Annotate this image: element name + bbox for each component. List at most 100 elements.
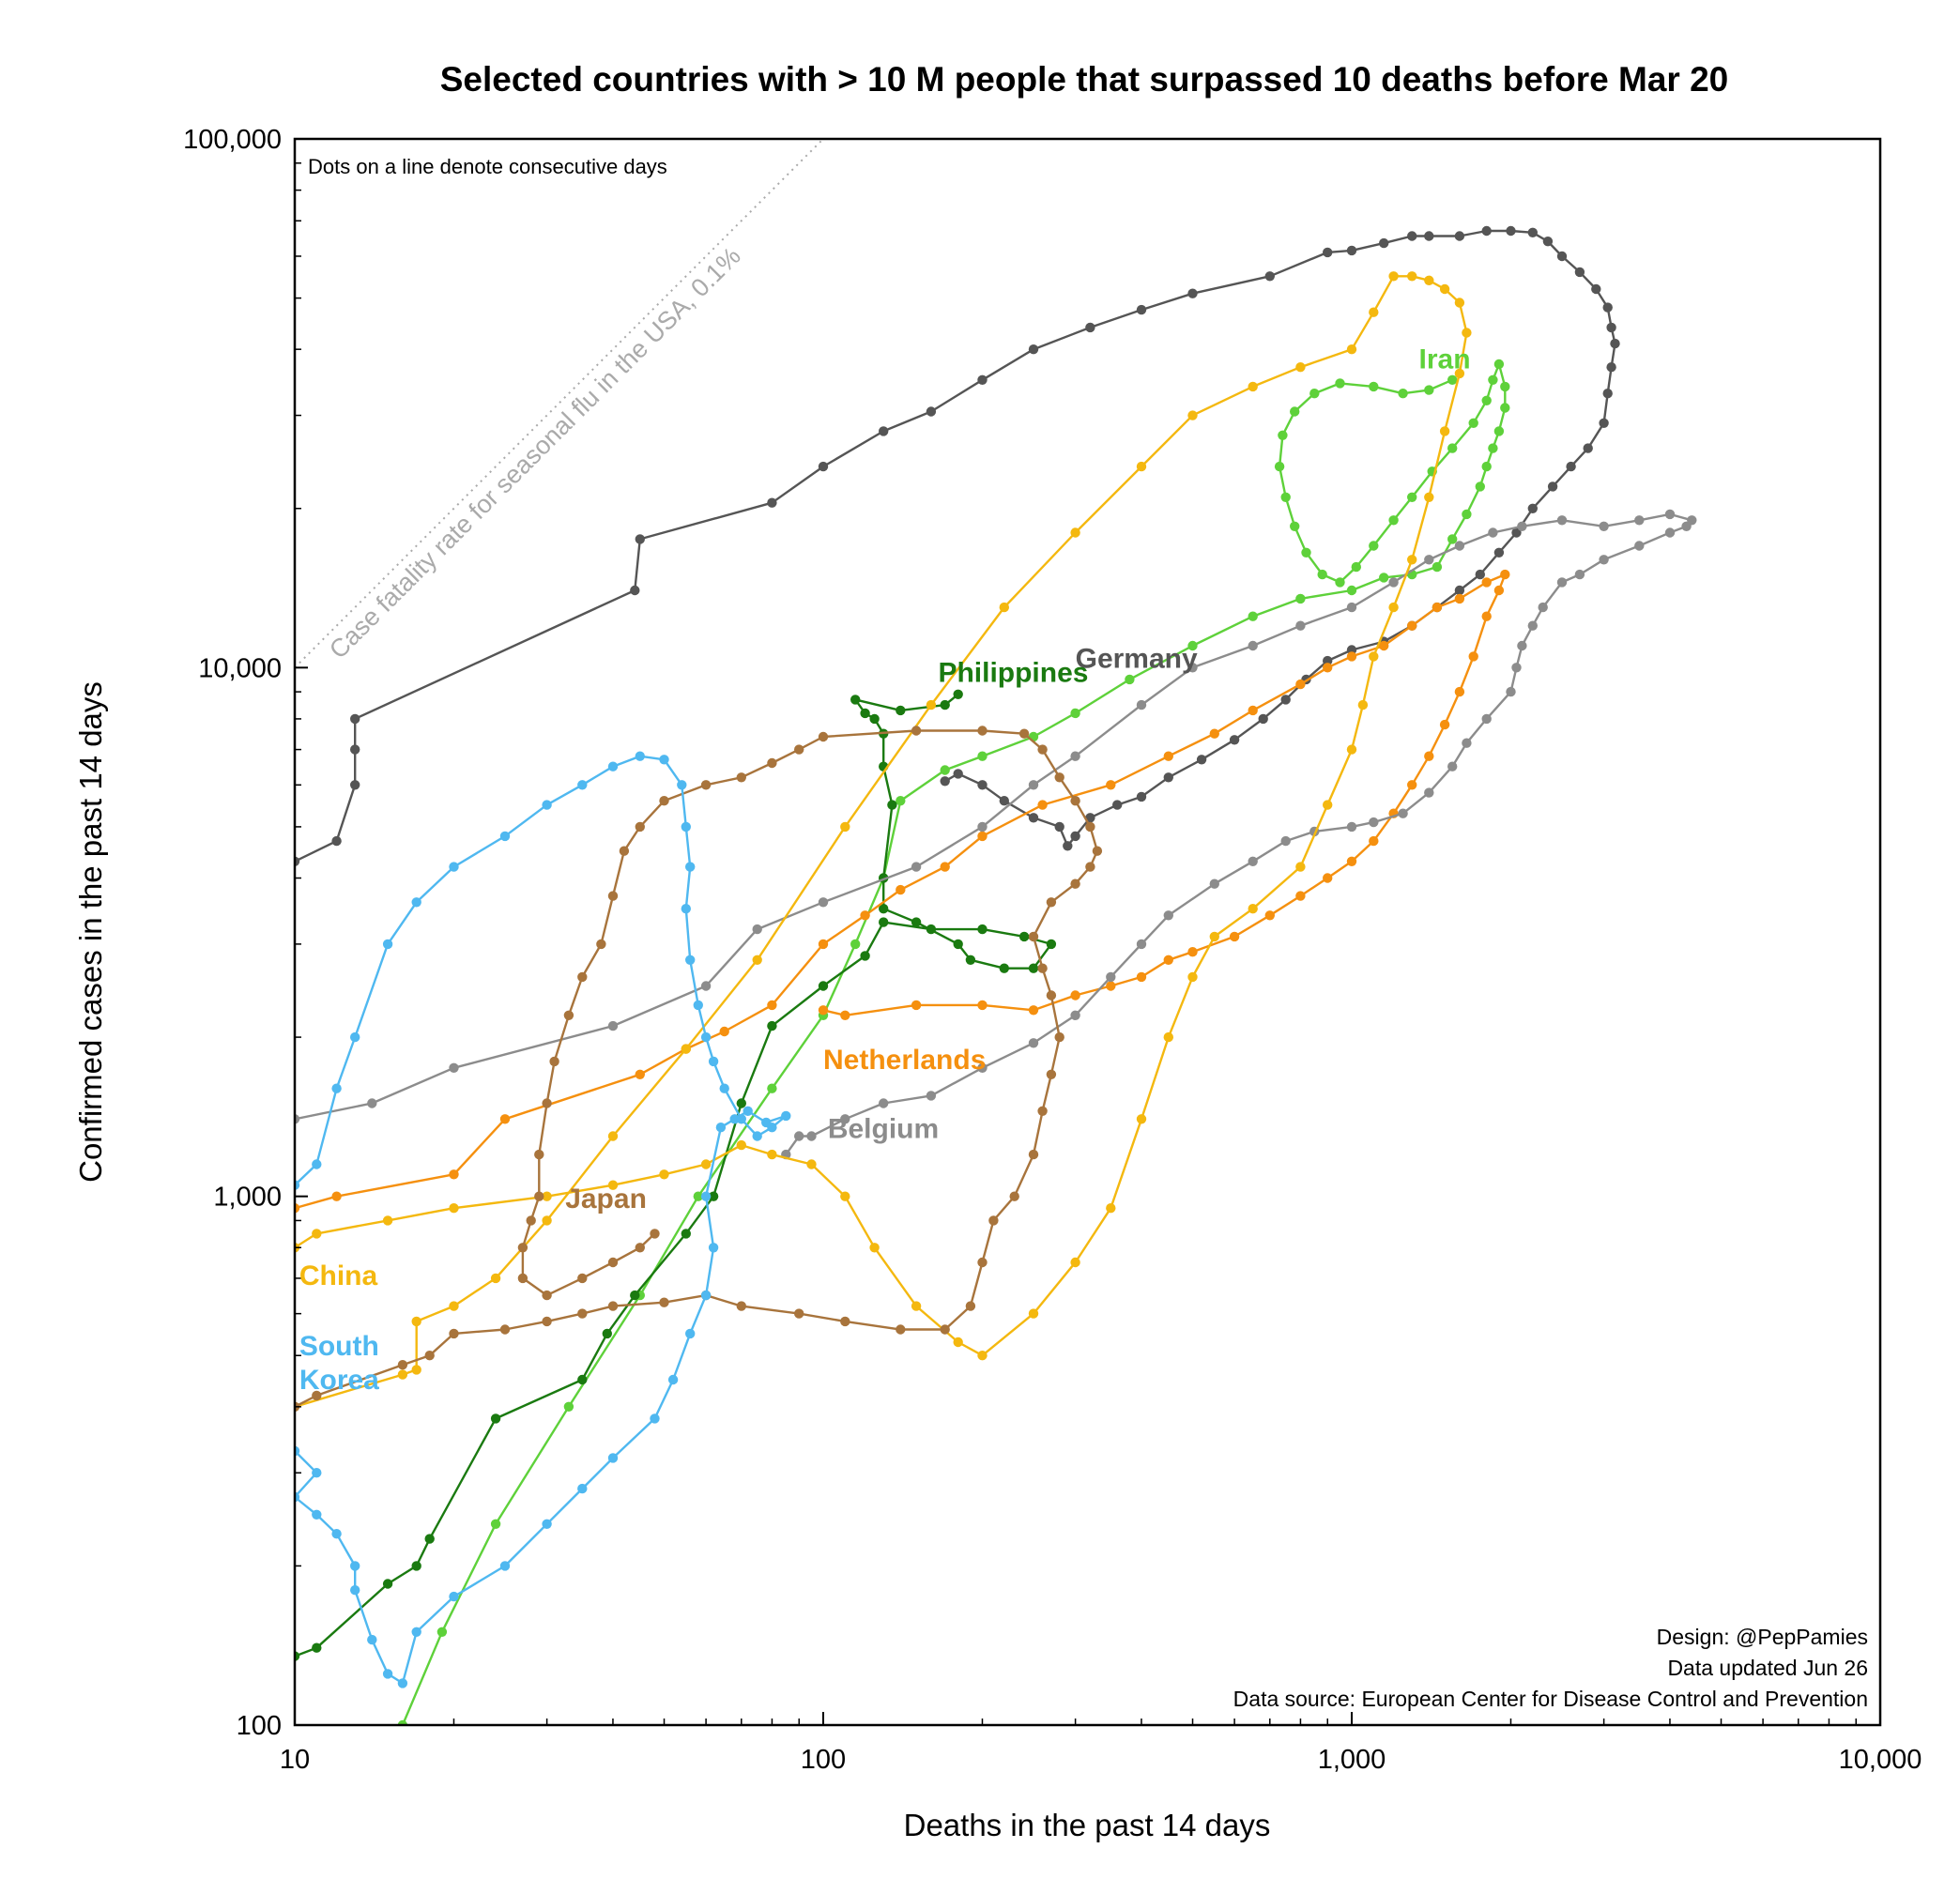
point-china-38: [1407, 271, 1417, 282]
point-belgium-51: [1070, 1010, 1080, 1021]
series-line-south-korea: [295, 755, 788, 1685]
point-south-korea-15: [685, 862, 696, 872]
point-japan-21: [1037, 1106, 1048, 1117]
point-south-korea-46: [350, 1561, 360, 1571]
point-japan-37: [911, 726, 922, 736]
point-south-korea-16: [681, 904, 691, 914]
point-germany-29: [1591, 283, 1601, 295]
point-japan-41: [736, 772, 746, 783]
point-germany-63: [977, 780, 988, 790]
point-germany-50: [1280, 695, 1291, 705]
point-germany-34: [1602, 389, 1613, 399]
point-belgium-34: [1517, 640, 1527, 651]
point-netherlands-4: [635, 1069, 645, 1080]
point-iran-19: [1346, 585, 1357, 596]
point-belgium-56: [840, 1114, 850, 1124]
x-tick-label-0: 10: [280, 1745, 310, 1775]
point-netherlands-13: [1037, 800, 1048, 810]
point-china-32: [1439, 426, 1450, 436]
point-netherlands-39: [1264, 910, 1276, 921]
point-belgium-42: [1369, 817, 1379, 828]
point-china-51: [681, 1044, 691, 1054]
point-china-1: [312, 1229, 322, 1239]
point-netherlands-29: [1468, 651, 1478, 662]
point-germany-51: [1258, 713, 1268, 725]
point-germany-65: [940, 776, 950, 787]
point-south-korea-0: [295, 1180, 300, 1190]
point-iran-45: [1280, 492, 1291, 502]
y-axis-title: Confirmed cases in the past 14 days: [73, 681, 108, 1183]
x-tick-label-2: 1,000: [1318, 1745, 1386, 1775]
point-japan-27: [1046, 897, 1057, 908]
x-axis-title: Deaths in the past 14 days: [904, 1808, 1271, 1842]
point-netherlands-32: [1424, 751, 1434, 761]
point-germany-36: [1583, 443, 1593, 453]
point-china-2: [382, 1215, 393, 1226]
point-netherlands-27: [1493, 585, 1505, 596]
point-iran-26: [1481, 461, 1492, 472]
point-south-korea-38: [542, 1519, 552, 1530]
point-south-korea-48: [312, 1509, 322, 1520]
point-china-6: [659, 1169, 669, 1180]
point-south-korea-1: [312, 1159, 322, 1169]
point-netherlands-50: [818, 1005, 829, 1016]
point-germany-54: [1163, 772, 1174, 783]
point-south-korea-28: [729, 1114, 740, 1124]
series-line-germany: [295, 229, 1616, 863]
point-south-korea-49: [295, 1491, 300, 1503]
point-philippines-27: [887, 800, 897, 810]
point-china-34: [1462, 328, 1472, 338]
point-netherlands-22: [1407, 620, 1417, 631]
point-japan-36: [977, 726, 988, 736]
point-china-56: [411, 1316, 421, 1327]
point-iran-40: [1351, 561, 1362, 573]
point-china-39: [1388, 271, 1399, 282]
point-south-korea-6: [449, 862, 459, 872]
point-japan-30: [1092, 846, 1103, 856]
point-japan-12: [794, 1308, 804, 1319]
point-belgium-52: [1028, 1038, 1039, 1048]
point-china-36: [1439, 283, 1450, 295]
flu-reference-layer: Case fatality rate for seasonal flu in t…: [294, 138, 824, 669]
point-belgium-2: [449, 1062, 459, 1074]
point-belgium-15: [1346, 602, 1357, 613]
point-belgium-39: [1447, 761, 1458, 771]
point-philippines-24: [911, 917, 922, 927]
point-china-43: [1248, 381, 1258, 392]
point-belgium-20: [1517, 521, 1527, 531]
point-china-49: [840, 821, 850, 833]
point-china-47: [999, 602, 1010, 613]
point-south-korea-37: [577, 1483, 588, 1494]
point-south-korea-32: [700, 1290, 712, 1301]
point-netherlands-45: [1070, 990, 1080, 1001]
point-germany-16: [1264, 271, 1276, 282]
point-japan-11: [736, 1301, 746, 1311]
point-china-50: [752, 955, 762, 965]
point-iran-34: [1468, 418, 1478, 428]
point-belgium-29: [1599, 555, 1609, 565]
point-belgium-47: [1209, 878, 1220, 889]
series-japan: [295, 726, 1103, 1412]
label-philippines: Philippines: [938, 657, 1088, 688]
point-iran-3: [563, 1401, 574, 1413]
point-germany-2: [350, 780, 360, 790]
point-iran-0: [397, 1719, 408, 1725]
point-belgium-48: [1163, 910, 1174, 921]
point-south-korea-47: [331, 1529, 342, 1539]
point-iran-27: [1488, 443, 1498, 453]
point-philippines-11: [736, 1098, 746, 1108]
point-south-korea-26: [761, 1117, 772, 1128]
point-japan-38: [818, 731, 829, 742]
point-belgium-11: [1136, 699, 1147, 710]
point-netherlands-3: [499, 1114, 511, 1124]
point-germany-18: [1346, 245, 1357, 256]
point-netherlands-35: [1369, 835, 1379, 847]
point-germany-26: [1542, 237, 1554, 247]
point-south-korea-29: [715, 1123, 727, 1133]
point-china-14: [953, 1337, 963, 1348]
point-japan-51: [542, 1098, 552, 1108]
point-belgium-50: [1106, 971, 1116, 983]
point-belgium-6: [818, 897, 829, 908]
point-iran-47: [1278, 430, 1288, 440]
